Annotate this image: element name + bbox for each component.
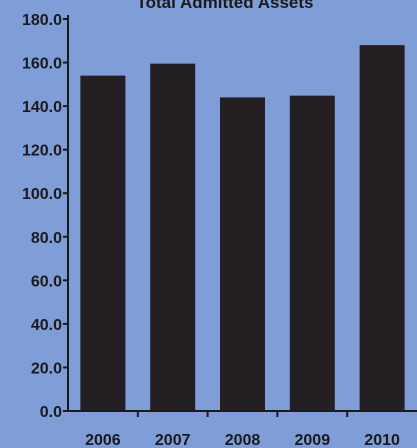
y-tick-label: 20.0 [31, 360, 62, 377]
x-tick-label: 2006 [85, 432, 121, 448]
y-axis: 0.0 20.0 40.0 60.0 80.0 100.0 120.0 140.0 160.0 1… [22, 12, 69, 421]
x-tick-label: 2009 [295, 432, 331, 448]
y-tick-label: 180.0 [22, 12, 62, 29]
chart-title: Total Admitted Assets [137, 0, 314, 12]
x-tick-label: 2010 [364, 432, 400, 448]
bar-2006 [80, 75, 126, 411]
x-tick-label: 2007 [155, 432, 191, 448]
bar-2009 [289, 95, 335, 411]
x-axis: 2006 2007 2008 2009 2010 [68, 410, 417, 448]
bar-2008 [220, 97, 265, 412]
y-tick-label: 0.0 [40, 404, 62, 421]
bar-2010 [359, 45, 405, 412]
y-tick-label: 80.0 [31, 230, 62, 247]
bar-2007 [150, 63, 196, 412]
x-tick-label: 2008 [225, 432, 261, 448]
y-tick-label: 140.0 [22, 99, 62, 116]
y-tick-label: 120.0 [22, 143, 62, 160]
y-tick-label: 40.0 [31, 317, 62, 334]
bars [80, 45, 405, 412]
y-tick-label: 160.0 [22, 56, 62, 73]
y-tick-label: 100.0 [22, 186, 62, 203]
y-tick-label: 60.0 [31, 273, 62, 290]
